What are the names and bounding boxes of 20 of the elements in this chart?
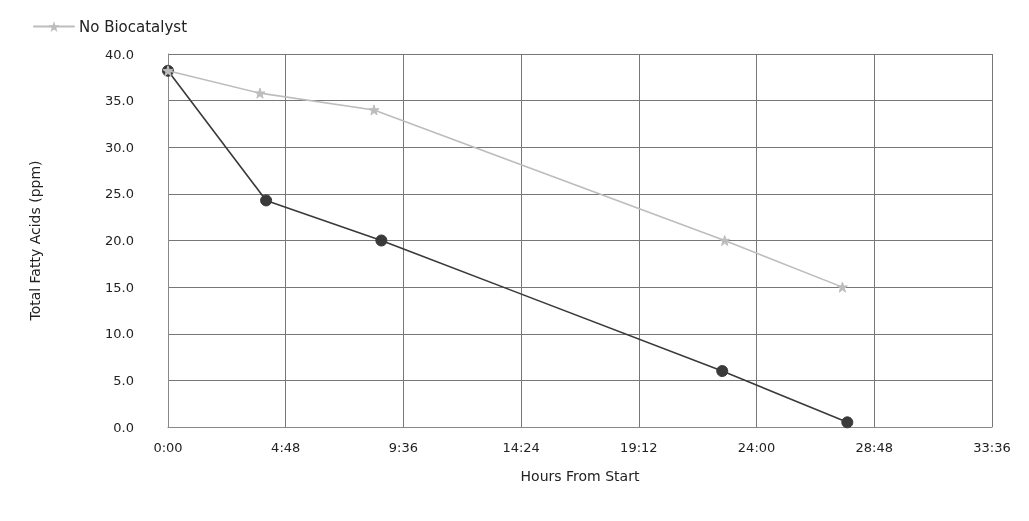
y-tick-label: 15.0: [105, 279, 134, 295]
y-tick-label: 30.0: [105, 139, 134, 155]
x-tick-label: 14:24: [502, 440, 540, 455]
x-tick-label: 28:48: [855, 440, 894, 455]
x-tick-label: 33:36: [973, 440, 1011, 455]
y-tick-label: 25.0: [105, 186, 134, 202]
y-axis-title: Total Fatty Acids (ppm): [27, 160, 43, 322]
x-tick-label: 4:48: [271, 440, 301, 455]
x-tick-label: 9:36: [388, 440, 419, 455]
x-tick-label: 19:12: [620, 440, 658, 455]
y-tick-label: 10.0: [105, 326, 134, 342]
y-tick-label: 20.0: [105, 233, 134, 248]
y-tick-label: 35.0: [105, 93, 134, 109]
y-tick-label: 40.0: [105, 46, 134, 62]
x-axis-title: Hours From Start: [520, 468, 640, 484]
y-tick-label: 5.0: [113, 372, 134, 388]
y-tick-label: 0.0: [113, 419, 134, 435]
legend-label: No Biocatalyst: [79, 17, 188, 36]
x-tick-label: 0:00: [153, 440, 183, 455]
x-tick-label: 24:00: [737, 440, 776, 455]
